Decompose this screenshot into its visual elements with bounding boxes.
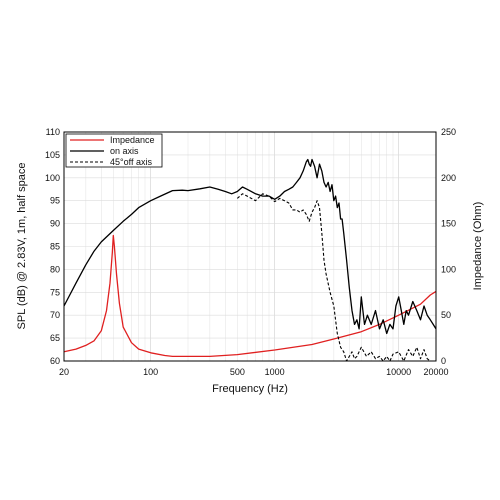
y2-tick-label: 0 bbox=[441, 356, 446, 366]
plot-frame bbox=[63, 131, 437, 362]
plot-curves bbox=[63, 158, 437, 362]
y-tick-label: 75 bbox=[50, 287, 60, 297]
x-tick-label: 500 bbox=[230, 367, 245, 377]
legend-label-off-axis: 45°off axis bbox=[110, 157, 152, 167]
y2-tick-label: 200 bbox=[441, 173, 456, 183]
y-tick-label: 85 bbox=[50, 242, 60, 252]
x-tick-label: 20000 bbox=[423, 367, 448, 377]
x-tick-label: 20 bbox=[59, 367, 69, 377]
legend-label-on-axis: on axis bbox=[110, 146, 139, 156]
x-tick-label: 10000 bbox=[386, 367, 411, 377]
axis-ticks: 20 100 500 1000 10000 20000606570758085909510… bbox=[45, 127, 456, 377]
legend-label-impedance: Impedance bbox=[110, 135, 155, 145]
y-tick-label: 60 bbox=[50, 356, 60, 366]
legend: Impedance on axis 45°off axis bbox=[65, 133, 163, 168]
x-tick-label: 100 bbox=[143, 367, 158, 377]
y-axis-title: SPL (dB) @ 2.83V, 1m, half space bbox=[16, 163, 28, 330]
y-tick-label: 95 bbox=[50, 196, 60, 206]
y-tick-label: 80 bbox=[50, 264, 60, 274]
y2-axis-title: Impedance (Ohm) bbox=[472, 202, 484, 291]
y-tick-label: 100 bbox=[45, 173, 60, 183]
y-tick-label: 70 bbox=[50, 310, 60, 320]
y-tick-label: 105 bbox=[45, 150, 60, 160]
y-tick-label: 90 bbox=[50, 219, 60, 229]
y-tick-label: 110 bbox=[46, 127, 60, 137]
y2-tick-label: 250 bbox=[441, 127, 456, 137]
x-tick-label: 1000 bbox=[265, 367, 285, 377]
impedance-curve bbox=[63, 234, 437, 358]
y2-tick-label: 100 bbox=[441, 264, 456, 274]
grid bbox=[64, 132, 436, 361]
off-axis-curve bbox=[236, 193, 431, 362]
y2-tick-label: 50 bbox=[441, 310, 451, 320]
y2-tick-label: 150 bbox=[441, 219, 456, 229]
on-axis-curve bbox=[63, 158, 437, 335]
y-tick-label: 65 bbox=[50, 333, 60, 343]
x-axis-title: Frequency (Hz) bbox=[212, 383, 288, 395]
